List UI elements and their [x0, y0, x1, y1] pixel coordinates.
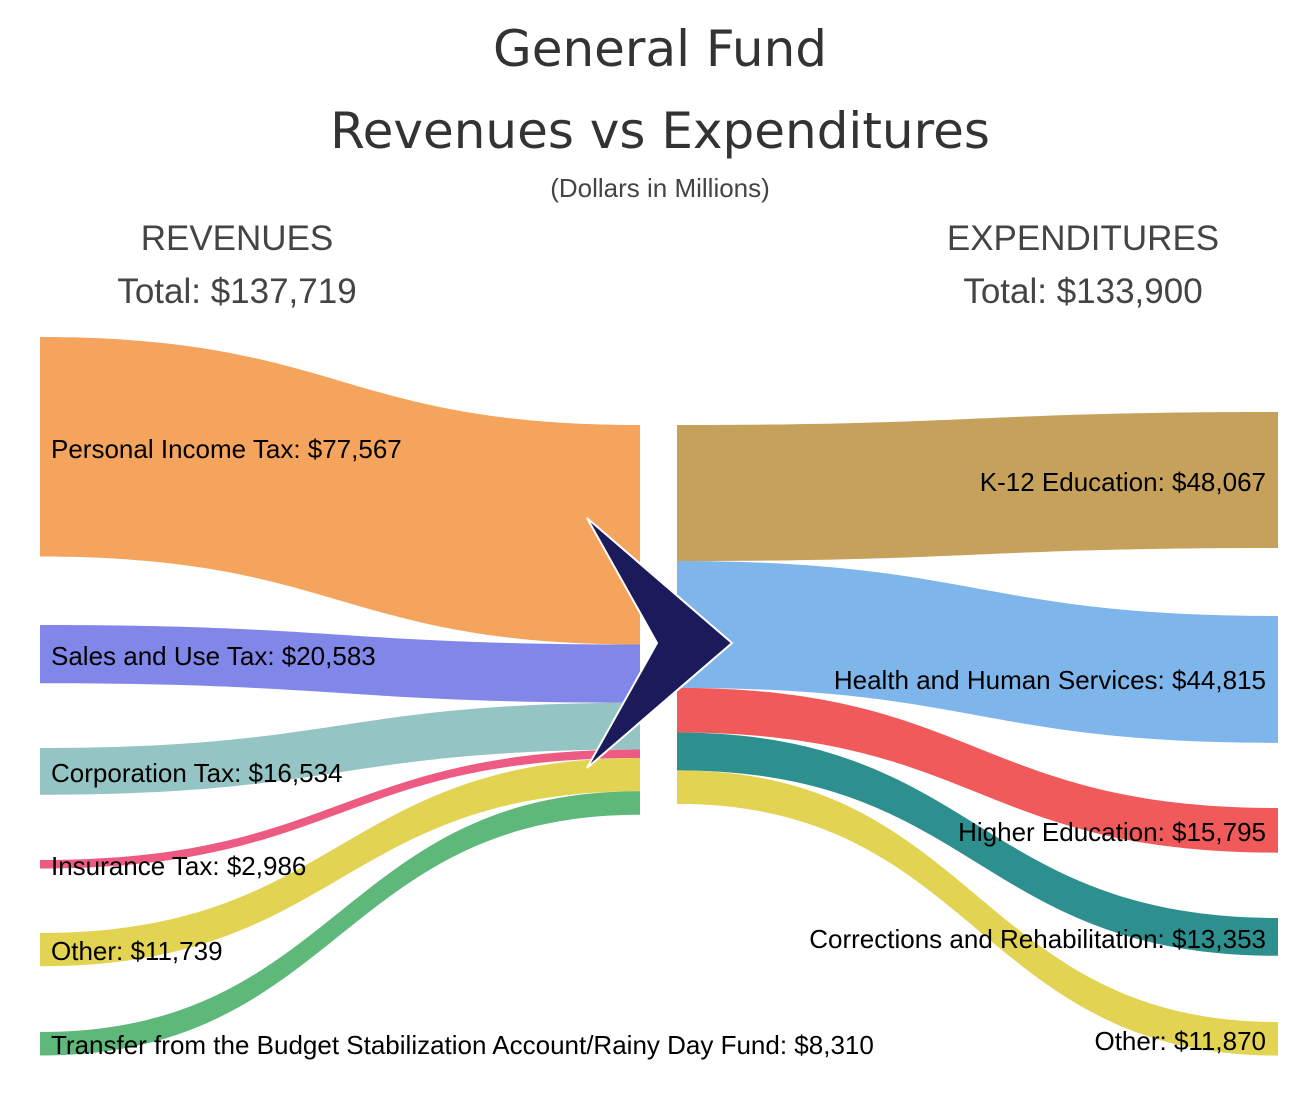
subtitle: (Dollars in Millions) [550, 173, 770, 203]
expenditure-flow-k12-education [677, 412, 1278, 562]
revenues-header: REVENUES [141, 219, 334, 258]
expenditure-label-health-and-human-services: Health and Human Services: $44,815 [834, 665, 1266, 695]
revenue-labels: Personal Income Tax: $77,567 Sales and U… [51, 434, 874, 1060]
revenue-flow-sales-and-use-tax [40, 625, 640, 703]
expenditure-label-k12-education: K-12 Education: $48,067 [980, 467, 1266, 497]
title-line-2: Revenues vs Expenditures [330, 102, 990, 160]
revenue-flows [40, 337, 640, 1056]
flow-direction-arrow-icon [586, 517, 734, 769]
revenue-flow-corporation-tax [40, 702, 640, 795]
expenditure-label-other: Other: $11,870 [1094, 1026, 1266, 1056]
revenue-label-budget-stabilization-transfer: Transfer from the Budget Stabilization A… [51, 1030, 874, 1060]
revenue-label-personal-income-tax: Personal Income Tax: $77,567 [51, 434, 402, 464]
title-line-1: General Fund [493, 20, 827, 78]
revenue-label-sales-and-use-tax: Sales and Use Tax: $20,583 [51, 641, 376, 671]
expenditure-flows [677, 412, 1278, 1056]
revenue-flow-other [40, 758, 640, 967]
expenditures-total: Total: $133,900 [963, 272, 1202, 311]
expenditure-flow-corrections-and-rehabilitation [677, 732, 1278, 956]
expenditures-header: EXPENDITURES [947, 219, 1219, 258]
revenue-label-other: Other: $11,739 [51, 936, 223, 966]
expenditure-flow-other [677, 770, 1278, 1056]
expenditure-labels: K-12 Education: $48,067 Health and Human… [809, 467, 1266, 1056]
expenditure-label-higher-education: Higher Education: $15,795 [958, 817, 1266, 847]
revenue-label-insurance-tax: Insurance Tax: $2,986 [51, 851, 306, 881]
expenditure-label-corrections-and-rehabilitation: Corrections and Rehabilitation: $13,353 [809, 924, 1266, 954]
revenue-flow-personal-income-tax [40, 337, 640, 645]
revenue-label-corporation-tax: Corporation Tax: $16,534 [51, 758, 343, 788]
revenues-total: Total: $137,719 [117, 272, 356, 311]
revenue-flow-budget-stabilization-transfer [40, 791, 640, 1056]
expenditure-flow-health-and-human-services [677, 561, 1278, 743]
revenue-flow-insurance-tax [40, 749, 640, 869]
expenditure-flow-higher-education [677, 687, 1278, 853]
